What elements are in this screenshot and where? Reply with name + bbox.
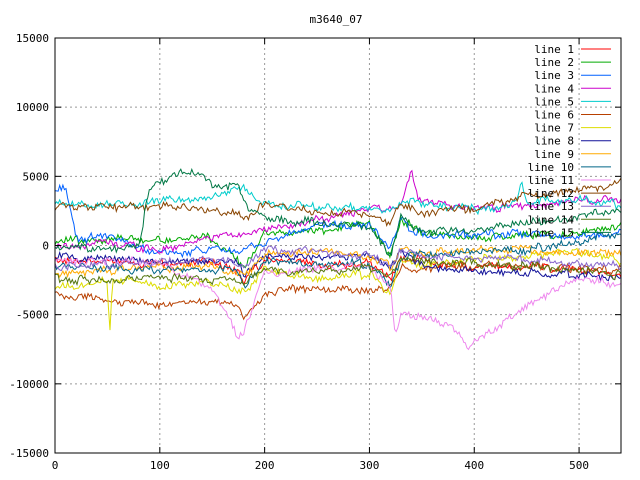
- legend-label: line 14: [528, 213, 575, 226]
- legend-label: line 2: [534, 56, 574, 69]
- series-line-12: [54, 177, 622, 228]
- series-line-5: [54, 181, 622, 216]
- series-line-3: [54, 183, 622, 259]
- legend-label: line 8: [534, 135, 574, 148]
- series-line-11: [54, 255, 622, 351]
- series-line-4: [54, 169, 622, 254]
- series-line-2: [54, 215, 622, 269]
- y-tick-label: 5000: [23, 170, 50, 183]
- y-tick-label: -15000: [9, 447, 49, 460]
- legend-label: line 6: [534, 109, 574, 122]
- y-tick-label: 10000: [16, 101, 49, 114]
- series-line-13: [54, 244, 622, 272]
- legend-label: line 1: [534, 43, 574, 56]
- legend-label: line 9: [534, 148, 574, 161]
- y-tick-label: 15000: [16, 32, 49, 45]
- series-line-14: [54, 254, 622, 287]
- legend-label: line 12: [528, 187, 574, 200]
- legend-label: line 15: [528, 226, 574, 239]
- axes: 0 100 200 300 400 500 -15000 -10000 -5000 0 5000 10…: [9, 32, 621, 472]
- legend-label: line 10: [528, 161, 574, 174]
- series-line-6: [54, 260, 622, 321]
- legend-label: line 7: [534, 122, 574, 135]
- series-line-7: [54, 247, 622, 331]
- x-tick-label: 200: [255, 459, 275, 472]
- legend-label: line 3: [534, 69, 574, 82]
- y-tick-label: -10000: [9, 378, 49, 391]
- y-tick-label: -5000: [16, 309, 49, 322]
- legend-label: line 11: [528, 174, 574, 187]
- series-line-10: [54, 231, 622, 290]
- x-tick-label: 100: [150, 459, 170, 472]
- x-tick-label: 300: [360, 459, 380, 472]
- legend-label: line 13: [528, 200, 574, 213]
- legend-label: line 5: [534, 95, 574, 108]
- legend-label: line 4: [534, 82, 574, 95]
- series-group: [54, 167, 622, 351]
- x-tick-label: 500: [569, 459, 589, 472]
- series-line-9: [54, 244, 622, 279]
- series-line-15: [54, 167, 622, 257]
- grid: [55, 38, 621, 453]
- y-tick-label: 0: [42, 240, 49, 253]
- x-tick-label: 400: [464, 459, 484, 472]
- x-tick-label: 0: [52, 459, 59, 472]
- chart-title: m3640_07: [310, 13, 363, 26]
